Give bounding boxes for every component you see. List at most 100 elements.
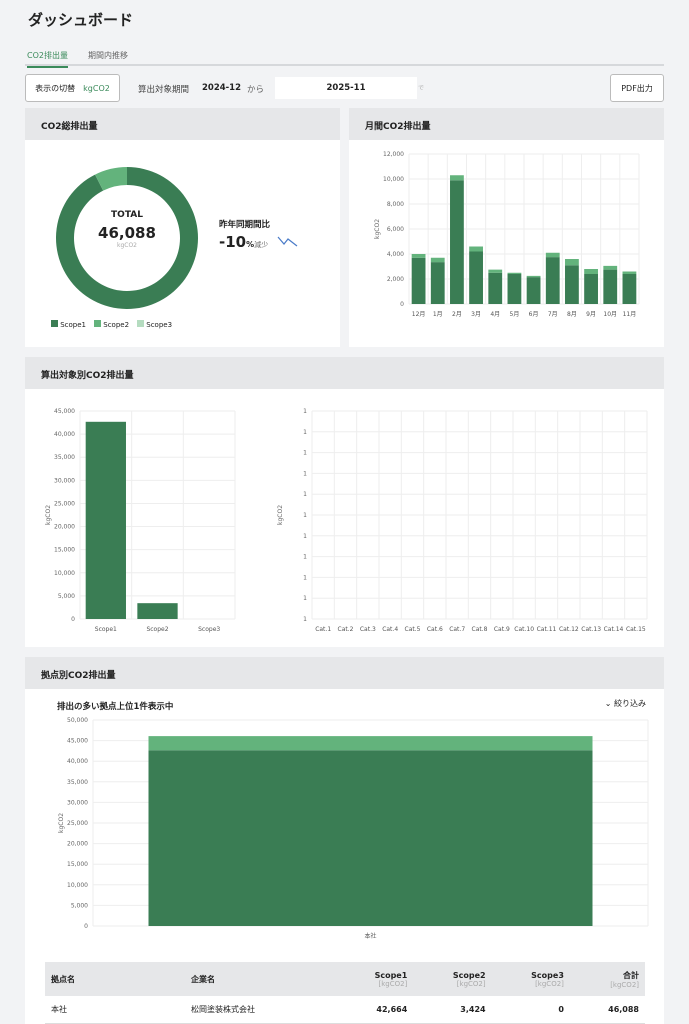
bar-scope1-8月	[565, 265, 579, 304]
col-company: 企業名	[185, 962, 335, 996]
legend-scope2: Scope2	[94, 320, 129, 329]
y-tick-label: 0	[84, 923, 88, 930]
cell-scope3: 0	[491, 996, 570, 1024]
x-tick-label: 本社	[364, 932, 376, 940]
x-tick-label: 9月	[586, 311, 596, 318]
table-header-row: 拠点名 企業名 Scope1 [kgCO2] Scope2 [kgCO2] Scop…	[45, 962, 645, 996]
y-axis-label: kgCO2	[45, 505, 52, 525]
col-scope2: Scope2 [kgCO2]	[413, 962, 492, 996]
y-axis-label: kgCO2	[277, 505, 284, 525]
donut-chart	[55, 167, 198, 309]
monthly-bar-chart: 0 2,000 4,000 6,000 8,000 10,000 12,000 12月 1月 2月…	[374, 151, 640, 318]
y-tick-label: 2,000	[387, 276, 404, 283]
x-tick-label: Cat.8	[472, 626, 488, 633]
filter-button[interactable]: ⌄ 絞り込み	[604, 699, 646, 708]
bar-scope2-2月	[450, 175, 464, 181]
category-bar-chart: 1 1 1 1 1 1 1 1 1 1 1 Cat.1 Cat.2 Cat.3 Cat.4 Cat.5 Cat.…	[277, 408, 648, 633]
y-tick-label: 40,000	[67, 758, 88, 765]
cell-company: 松岡塗装株式会社	[185, 996, 335, 1024]
cell-total: 46,088	[569, 996, 645, 1024]
x-tick-label: 5月	[510, 311, 520, 318]
col-site: 拠点名	[45, 962, 185, 996]
total-value: 46,088	[98, 224, 156, 242]
x-tick-label: Cat.3	[360, 626, 376, 633]
bar-scope1-7月	[545, 257, 560, 304]
x-tick-label: Cat.9	[494, 626, 510, 633]
y-tick-label: 10,000	[383, 176, 404, 183]
period-to-input[interactable]: 2025-11	[275, 77, 417, 99]
to-suffix: で	[418, 85, 425, 92]
bar-scope2-10月	[603, 265, 618, 270]
bar-scope2-1月	[430, 257, 445, 263]
display-toggle-button[interactable]: 表示の切替 kgCO2	[25, 74, 120, 102]
bar-total-Scope1	[85, 421, 126, 619]
x-tick-label: Cat.10	[514, 626, 534, 633]
y-tick-label: 30,000	[54, 477, 75, 484]
y-tick-label: 30,000	[67, 799, 88, 806]
bar-scope1-5月	[507, 274, 522, 304]
x-tick-label: Cat.11	[537, 626, 557, 633]
y-tick-label: 0	[400, 301, 404, 308]
chevron-down-icon: ⌄	[604, 699, 612, 708]
bar-scope1-2月	[450, 180, 464, 304]
y-tick-label: 45,000	[54, 408, 75, 415]
table-row[interactable]: 本社 松岡塗装株式会社 42,664 3,424 0 46,088	[45, 996, 645, 1024]
site-emission-card: 拠点別CO2排出量 排出の多い拠点上位1件表示中 ⌄ 絞り込み 0 5,000 10…	[25, 657, 664, 1024]
y-tick-label: 6,000	[387, 226, 404, 233]
total-unit: kgCO2	[116, 242, 137, 249]
y-tick-label: 25,000	[54, 500, 75, 507]
bar-scope2-6月	[526, 275, 541, 278]
y-tick-label: 15,000	[54, 547, 75, 554]
period-from[interactable]: 2024-12	[202, 83, 242, 93]
y-tick-label: 1	[303, 491, 307, 498]
page-title: ダッシュボード	[28, 11, 134, 29]
x-tick-label: 1月	[433, 311, 443, 318]
y-tick-label: 1	[303, 470, 307, 477]
y-tick-label: 1	[303, 574, 307, 581]
x-tick-label: 10月	[603, 311, 617, 318]
card-title: 月間CO2排出量	[349, 108, 664, 140]
site-subtitle: 排出の多い拠点上位1件表示中	[57, 702, 174, 712]
y-tick-label: 0	[71, 616, 75, 623]
x-tick-label: Cat.7	[449, 626, 465, 633]
x-tick-label: Scope3	[198, 626, 220, 633]
x-tick-label: Scope2	[146, 626, 168, 633]
y-tick-label: 1	[303, 512, 307, 519]
bar-scope1-4月	[488, 272, 503, 304]
cell-scope1: 42,664	[335, 996, 414, 1024]
y-tick-label: 50,000	[67, 717, 88, 724]
card-title: CO2総排出量	[25, 108, 340, 140]
y-tick-label: 10,000	[54, 570, 75, 577]
x-tick-label: 2月	[452, 311, 462, 318]
y-tick-label: 35,000	[54, 454, 75, 461]
card-title: 算出対象別CO2排出量	[25, 357, 664, 389]
monthly-emission-card: 月間CO2排出量 0 2,000 4,000 6,000 8,000 10,000 12,0…	[349, 108, 664, 347]
toggle-label: 表示の切替	[35, 83, 76, 93]
tab-co2[interactable]: CO2排出量	[27, 50, 68, 68]
x-tick-label: Cat.1	[315, 626, 331, 633]
x-tick-label: 3月	[471, 311, 481, 318]
x-tick-label: Cat.6	[427, 626, 443, 633]
yoy-percent: %	[246, 240, 255, 249]
card-title: 拠点別CO2排出量	[25, 657, 664, 689]
bar-scope1-本社	[148, 750, 593, 926]
x-tick-label: Cat.5	[405, 626, 421, 633]
period-label: 算出対象期間	[138, 85, 190, 95]
legend-scope3: Scope3	[137, 320, 172, 329]
target-emission-card: 算出対象別CO2排出量 0 5,000 10,000 15,000 20,000 25,0…	[25, 357, 664, 647]
tab-bar: CO2排出量 期間内推移	[25, 47, 664, 68]
bar-scope1-3月	[469, 251, 483, 304]
site-bar-chart: 0 5,000 10,000 15,000 20,000 25,000 30,000 35,0…	[58, 717, 649, 940]
x-tick-label: Cat.13	[581, 626, 601, 633]
pdf-export-button[interactable]: PDF出力	[610, 74, 664, 102]
bar-scope2-5月	[507, 272, 522, 274]
cell-site: 本社	[45, 996, 185, 1024]
tab-trend[interactable]: 期間内推移	[88, 51, 128, 60]
y-tick-label: 1	[303, 450, 307, 457]
bar-scope2-3月	[469, 246, 483, 252]
legend-scope1: Scope1	[51, 320, 86, 329]
y-tick-label: 10,000	[67, 882, 88, 889]
x-tick-label: Cat.12	[559, 626, 579, 633]
yoy-label: 昨年同期間比	[219, 220, 271, 230]
y-tick-label: 25,000	[67, 820, 88, 827]
